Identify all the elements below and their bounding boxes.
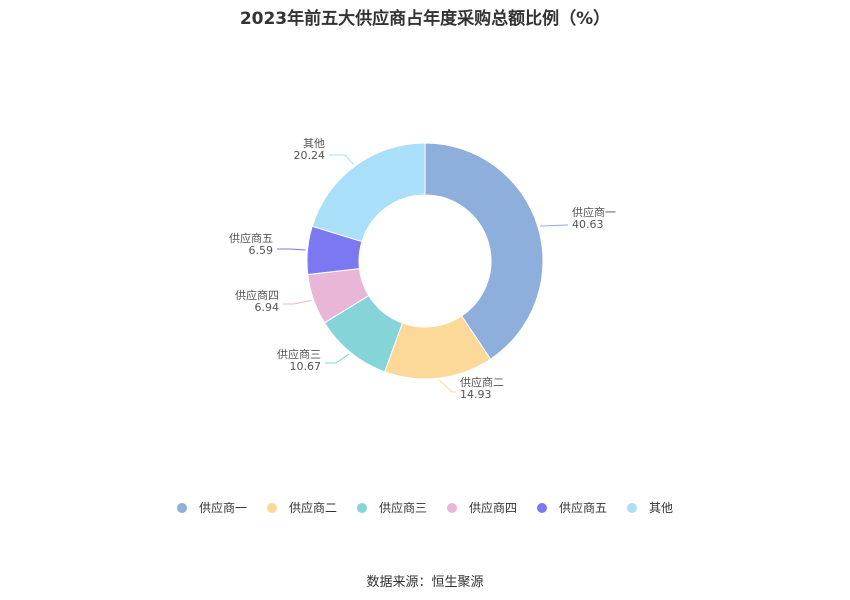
pie-slice-1[interactable]: [424, 142, 544, 360]
slice-label-value: 14.93: [460, 388, 492, 401]
chart-title: 2023年前五大供应商占年度采购总额比例（%）: [239, 9, 611, 29]
slice-label-name: 供应商二: [460, 375, 504, 389]
slice-label-name: 供应商一: [572, 205, 616, 219]
legend-item[interactable]: 供应商四: [447, 499, 517, 516]
legend-item[interactable]: 供应商五: [537, 499, 607, 516]
label-leader-line: [325, 353, 350, 364]
slice-label-name: 供应商五: [229, 231, 273, 245]
legend-swatch: [627, 502, 638, 513]
legend-label: 其他: [649, 501, 674, 515]
legend-label: 供应商三: [378, 501, 427, 515]
slice-label-value: 40.63: [572, 218, 604, 231]
chart-legend: 供应商一 供应商二 供应商三 供应商四 供应商五 其他: [0, 499, 850, 516]
slice-label-name: 供应商四: [235, 288, 279, 302]
legend-item[interactable]: 供应商三: [356, 499, 427, 516]
legend-item[interactable]: 供应商二: [266, 499, 337, 516]
legend-swatch: [537, 502, 548, 513]
label-leader-line: [277, 248, 306, 251]
label-leader-line: [438, 379, 456, 393]
legend-label: 供应商四: [469, 501, 518, 515]
slice-label-value: 6.59: [249, 244, 274, 257]
legend-item[interactable]: 其他: [627, 499, 673, 516]
slice-label-name: 其他: [303, 137, 325, 150]
legend-swatch: [447, 502, 457, 513]
legend-swatch: [356, 502, 367, 513]
legend-label: 供应商一: [198, 501, 247, 515]
legend-swatch: [176, 502, 187, 513]
pie-slice-6[interactable]: [311, 142, 426, 243]
slice-label-value: 6.94: [255, 301, 280, 314]
legend-label: 供应商五: [559, 501, 608, 515]
slice-label-value: 10.67: [290, 360, 322, 373]
legend-swatch: [266, 502, 277, 513]
label-leader-line: [329, 154, 355, 165]
legend-item[interactable]: 供应商一: [176, 499, 247, 516]
slice-label-name: 供应商三: [277, 347, 321, 361]
legend-label: 供应商二: [288, 501, 337, 515]
data-source: 数据来源：恒生聚源: [366, 575, 484, 590]
label-leader-line: [283, 299, 312, 305]
slice-label-value: 20.24: [294, 149, 326, 162]
label-leader-line: [539, 224, 568, 227]
